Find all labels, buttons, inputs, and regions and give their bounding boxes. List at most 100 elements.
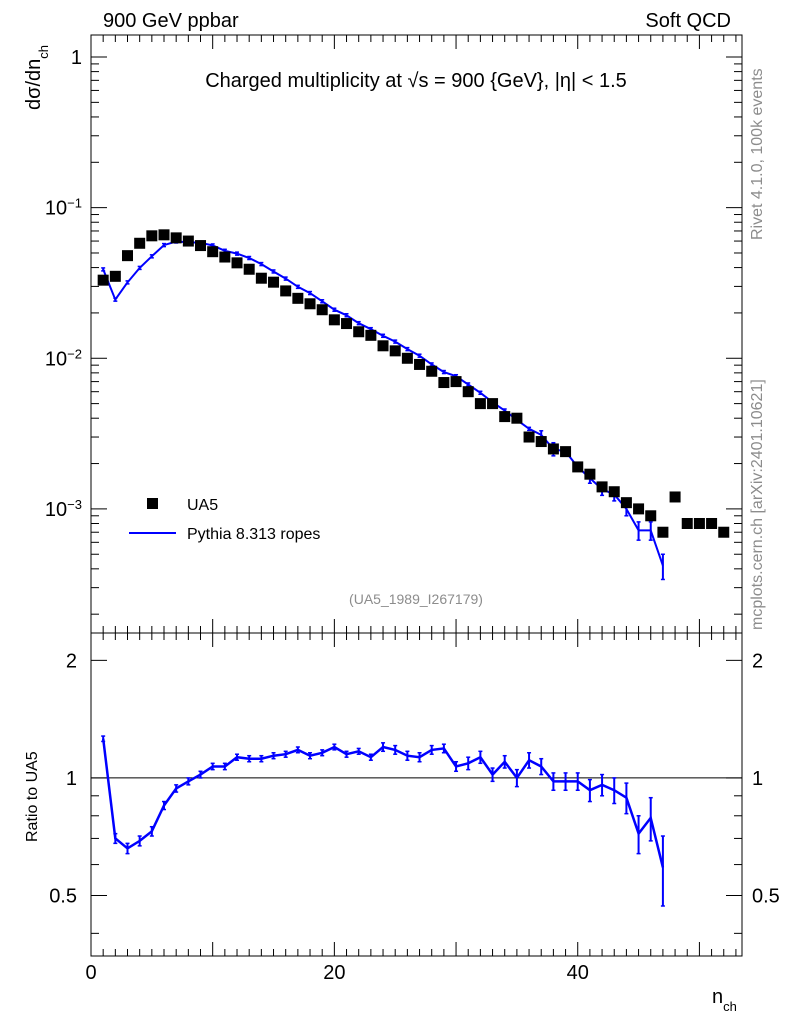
y-tick-label: 10−1 xyxy=(45,195,82,220)
ratio-tick-label-right: 1 xyxy=(752,768,763,790)
data-point xyxy=(608,486,620,498)
data-point xyxy=(341,318,353,330)
data-point xyxy=(109,270,121,282)
data-point xyxy=(122,250,134,262)
legend-marker-data xyxy=(147,498,158,509)
data-point xyxy=(438,377,450,389)
main-plot-frame xyxy=(90,34,743,634)
data-point xyxy=(292,292,304,304)
x-tick-label: 40 xyxy=(567,962,589,984)
data-point xyxy=(633,503,645,515)
data-point xyxy=(547,443,559,455)
y-tick-label-base: 10 xyxy=(45,348,67,370)
y-axis-label: dσ/dnch xyxy=(23,45,51,110)
x-axis-label-sub: ch xyxy=(723,999,737,1014)
chart-title: Charged multiplicity at √s = 900 {GeV}, … xyxy=(205,70,627,92)
legend-label-mc: Pythia 8.313 ropes xyxy=(187,526,320,543)
data-point xyxy=(219,251,231,263)
y-axis-label-main: dσ/dn xyxy=(23,59,45,110)
axis-ticks xyxy=(90,35,742,956)
title-prefix: Charged multiplicity at xyxy=(205,70,407,92)
x-axis-label: nch xyxy=(712,986,737,1014)
mc-line xyxy=(102,240,664,566)
ratio-tick-label-right: 0.5 xyxy=(752,886,780,908)
legend: UA5 Pythia 8.313 ropes xyxy=(129,497,320,543)
data-series-main xyxy=(97,229,730,538)
y-tick-label-exp: −2 xyxy=(67,346,82,361)
title-sqrt: √s xyxy=(408,70,429,92)
data-point xyxy=(462,386,474,398)
y-tick-label: 10−2 xyxy=(45,346,82,371)
data-point xyxy=(487,398,499,410)
data-point xyxy=(280,285,292,297)
y-tick-label-base: 10 xyxy=(45,198,67,220)
data-point xyxy=(474,398,486,410)
ratio-tick-label-right: 2 xyxy=(752,650,763,672)
data-point xyxy=(255,272,267,284)
data-point xyxy=(681,517,693,529)
data-point xyxy=(620,497,632,509)
title-suffix: = 900 {GeV}, |η| < 1.5 xyxy=(428,70,626,92)
data-point xyxy=(560,446,572,458)
y-tick-label-base: 10 xyxy=(45,499,67,521)
analysis-tag: (UA5_1989_I267179) xyxy=(349,591,483,607)
data-point xyxy=(584,468,596,480)
data-point xyxy=(450,376,462,388)
data-point xyxy=(535,436,547,448)
data-point xyxy=(706,517,718,529)
data-point xyxy=(389,345,401,357)
side-label-top: Rivet 4.1.0, 100k events xyxy=(749,68,766,240)
data-point xyxy=(134,237,146,249)
data-point xyxy=(657,526,669,538)
legend-label-data: UA5 xyxy=(187,497,218,514)
ratio-y-axis-label: Ratio to UA5 xyxy=(24,751,41,842)
data-point xyxy=(268,276,280,288)
data-point xyxy=(195,240,207,252)
y-axis-label-sub: ch xyxy=(36,45,51,59)
data-point xyxy=(718,526,730,538)
data-point xyxy=(377,340,389,352)
data-point xyxy=(146,230,158,242)
data-point xyxy=(316,304,328,316)
y-tick-label-exp: −1 xyxy=(67,195,82,210)
x-tick-label: 20 xyxy=(323,962,345,984)
header-right: Soft QCD xyxy=(645,10,731,32)
side-label-bottom: mcplots.cern.ch [arXiv:2401.10621] xyxy=(749,379,766,630)
data-point xyxy=(511,412,523,424)
data-point xyxy=(243,263,255,275)
x-axis-label-main: n xyxy=(712,986,723,1008)
ratio-tick-label-left: 2 xyxy=(66,650,77,672)
y-tick-label-exp: −3 xyxy=(67,496,82,511)
data-point xyxy=(231,257,243,269)
data-point xyxy=(645,510,657,522)
data-point xyxy=(523,431,535,443)
data-point xyxy=(572,461,584,473)
data-point xyxy=(158,229,170,241)
data-point xyxy=(401,352,413,364)
data-point xyxy=(365,329,377,341)
data-point xyxy=(304,298,316,310)
ratio-tick-label-left: 1 xyxy=(66,768,77,790)
data-point xyxy=(669,491,681,503)
data-point xyxy=(414,358,426,370)
x-tick-label: 0 xyxy=(85,962,96,984)
y-tick-label: 1 xyxy=(71,47,82,69)
header-left: 900 GeV ppbar xyxy=(103,10,239,32)
mc-series-main xyxy=(101,239,665,581)
data-point xyxy=(97,274,109,286)
mc-series-ratio xyxy=(101,735,665,907)
data-point xyxy=(328,314,340,326)
data-point xyxy=(170,232,182,244)
data-point xyxy=(182,235,194,247)
data-point xyxy=(426,365,438,377)
data-point xyxy=(693,517,705,529)
ratio-plot-frame xyxy=(90,632,743,957)
data-point xyxy=(499,411,511,423)
data-point xyxy=(596,481,608,493)
ratio-tick-label-left: 0.5 xyxy=(49,886,77,908)
ratio-line xyxy=(101,738,665,868)
data-point xyxy=(353,326,365,338)
y-tick-label-base: 1 xyxy=(71,47,82,69)
